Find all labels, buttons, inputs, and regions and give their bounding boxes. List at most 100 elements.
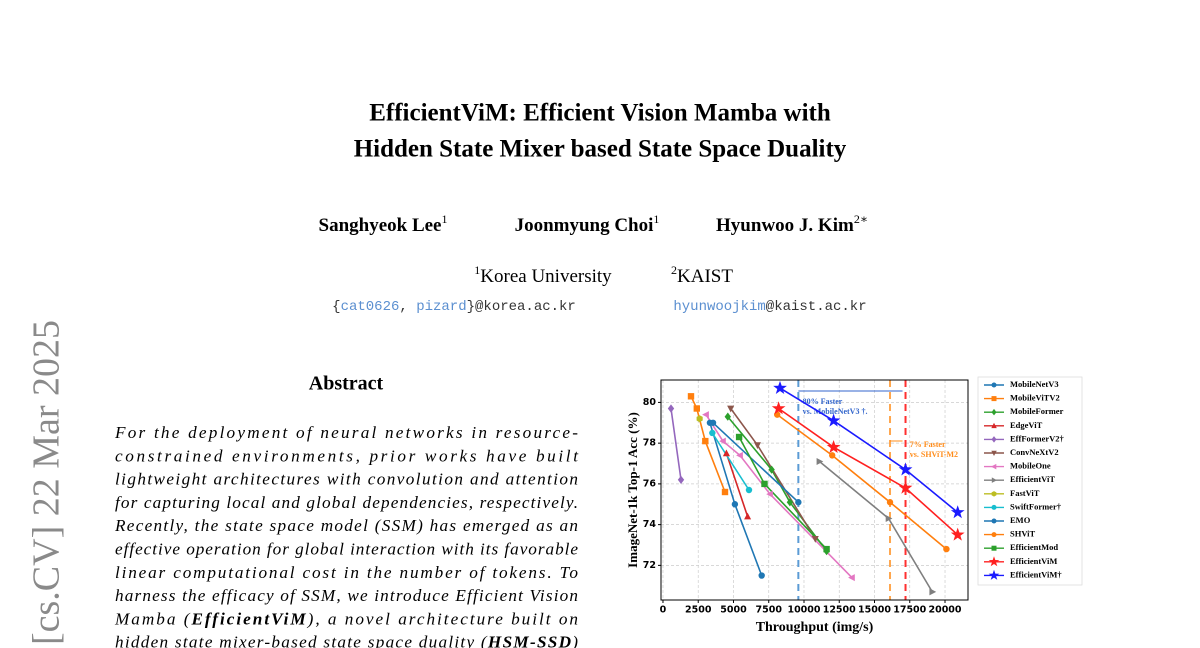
data-point	[709, 419, 717, 426]
data-point	[745, 486, 753, 494]
legend-marker	[991, 422, 997, 429]
data-point	[826, 413, 841, 427]
abstract-line: hidden state mixer-based state space dua…	[115, 633, 578, 648]
legend-marker	[991, 463, 997, 470]
data-point	[950, 505, 965, 519]
annotation: 7% Faster	[910, 440, 946, 449]
y-axis-label: ImageNet-1k Top-1 Acc (%)	[625, 412, 640, 568]
abstract-heading: Abstract	[309, 373, 384, 395]
x-tick-label: 0	[660, 605, 667, 616]
legend-marker	[991, 396, 997, 402]
email-text: {	[332, 299, 340, 315]
email-link: hyunwoojkim	[673, 299, 765, 315]
data-point	[677, 475, 685, 484]
abstract-text: For the deployment of neural networks in…	[114, 423, 578, 442]
affiliation: 1Korea University	[474, 263, 612, 288]
data-point	[761, 480, 768, 488]
abstract-line: For the deployment of neural networks in…	[114, 423, 578, 442]
annotation: 80% Faster	[803, 397, 843, 406]
data-point	[786, 498, 794, 507]
abstract-text: lightweight architectures with convoluti…	[115, 470, 578, 489]
data-point	[774, 411, 781, 418]
x-tick-label: 20000	[928, 605, 961, 616]
legend-label: EffFormerV2†	[1010, 433, 1065, 443]
author-name: Hyunwoo J. Kim	[716, 215, 854, 236]
legend-label: MobileNetV3	[1010, 379, 1059, 389]
abstract-bold: EfficientViM	[190, 609, 306, 628]
data-point	[898, 462, 913, 476]
x-tick-label: 10000	[787, 605, 820, 616]
x-axis-label: Throughput (img/s)	[756, 620, 874, 635]
legend-marker	[991, 545, 997, 551]
legend-label: SwiftFormer†	[1010, 501, 1062, 511]
y-tick-label: 80	[643, 397, 657, 408]
legend-label: EfficientMod	[1010, 542, 1058, 552]
legend-label: EfficientViM†	[1010, 569, 1062, 579]
legend-label: SHViT	[1010, 529, 1036, 539]
legend-label: EfficientViM	[1010, 556, 1057, 566]
abstract-line: harness the efficacy of SSM, we introduc…	[115, 586, 578, 605]
abstract-text: linear computational cost in the number …	[115, 563, 578, 582]
legend-label: EfficientViT	[1010, 474, 1055, 484]
data-point	[696, 415, 703, 423]
data-point	[886, 499, 894, 506]
legend-marker	[991, 408, 997, 416]
data-point	[950, 527, 965, 541]
data-point	[735, 433, 743, 441]
legend-label: MobileFormer	[1010, 406, 1064, 416]
data-point	[885, 515, 893, 522]
legend-label: MobileViTV2	[1010, 393, 1060, 403]
legend-marker	[991, 450, 997, 456]
data-point	[943, 545, 950, 553]
data-point	[771, 401, 786, 415]
data-point	[709, 429, 716, 437]
legend-marker	[991, 532, 997, 538]
data-point	[773, 380, 787, 394]
y-tick-label: 76	[643, 478, 657, 489]
series-line	[670, 408, 682, 480]
affiliation: 2KAIST	[671, 263, 733, 288]
data-point	[795, 499, 802, 506]
y-tick-label: 78	[643, 438, 657, 449]
author-mark: 1	[653, 212, 659, 226]
abstract-line: constrained environments, prior works ha…	[115, 446, 579, 465]
arxiv-stamp: [cs.CV] 22 Mar 2025	[26, 320, 68, 645]
data-point	[898, 480, 913, 494]
data-point	[816, 458, 824, 465]
author: Sanghyeok Lee1	[319, 212, 448, 237]
abstract-text: )	[571, 633, 578, 648]
abstract-text: Recently, the state space model (SSM) ha…	[114, 516, 578, 535]
author-mark: 2∗	[854, 212, 868, 226]
abstract-text: hidden state mixer-based state space dua…	[115, 633, 488, 648]
data-point	[848, 574, 855, 582]
x-tick-label: 2500	[685, 605, 712, 616]
legend-marker	[991, 477, 997, 483]
data-point	[929, 588, 937, 596]
data-point	[727, 405, 735, 413]
legend-marker	[991, 382, 997, 388]
x-tick-label: 17500	[893, 605, 926, 616]
email-text: @kaist.ac.kr	[766, 299, 867, 315]
abstract-line: lightweight architectures with convoluti…	[115, 470, 578, 489]
abstract-text: Mamba (	[114, 609, 191, 628]
series-line	[776, 413, 947, 550]
data-point	[828, 452, 836, 459]
data-point	[667, 404, 675, 413]
y-tick-label: 72	[643, 560, 656, 571]
abstract-text: constrained environments, prior works ha…	[115, 446, 579, 465]
data-point	[766, 490, 773, 498]
email-text: }@korea.ac.kr	[467, 299, 576, 315]
abstract-line: linear computational cost in the number …	[115, 563, 578, 582]
legend-label: EdgeViT	[1010, 420, 1043, 430]
data-point	[693, 405, 700, 412]
legend-marker	[991, 504, 997, 510]
author-name: Sanghyeok Lee	[319, 215, 442, 236]
author: Hyunwoo J. Kim2∗	[716, 212, 868, 237]
author-mark: 1	[442, 212, 448, 226]
abstract-line: for capturing local and global dependenc…	[115, 493, 578, 512]
abstract-bold: HSM-SSD	[487, 633, 572, 648]
annotation: vs. SHViT-M2	[910, 450, 958, 459]
affiliation-name: KAIST	[677, 266, 733, 287]
data-point	[811, 536, 819, 543]
